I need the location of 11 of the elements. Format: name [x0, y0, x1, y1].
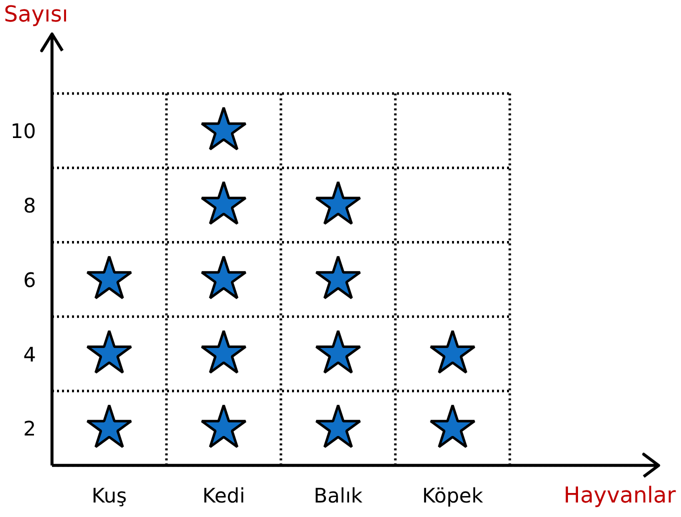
y-tick-label: 10 [10, 119, 36, 144]
x-tick-label: Balık [314, 483, 363, 508]
x-axis-title: Hayvanlar [564, 483, 677, 508]
y-tick-label: 4 [23, 342, 36, 366]
y-tick-label: 2 [23, 416, 36, 441]
y-axis-title: Sayısı [4, 2, 68, 28]
y-tick-label: 6 [23, 268, 36, 292]
x-tick-label: Kuş [92, 483, 127, 508]
y-tick-label: 8 [23, 194, 36, 218]
x-tick-label: Köpek [422, 483, 484, 508]
x-tick-label: Kedi [202, 483, 246, 508]
